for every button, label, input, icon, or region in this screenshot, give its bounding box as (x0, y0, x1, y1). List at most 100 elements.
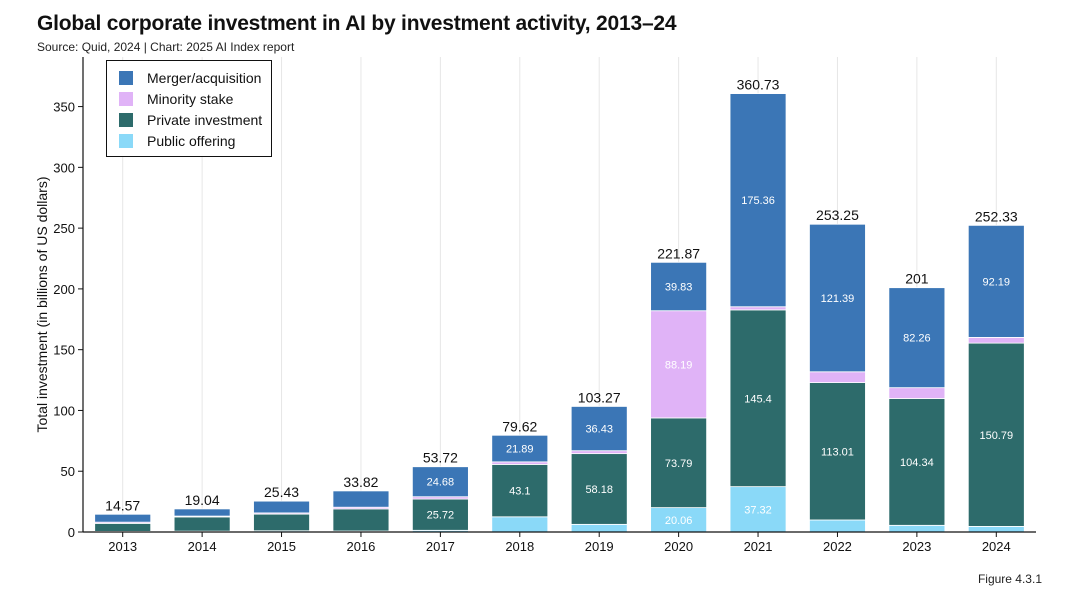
bar-segment (570, 450, 628, 455)
segment-label: 24.68 (427, 477, 455, 489)
total-label: 14.57 (105, 497, 140, 513)
bar-segment (888, 387, 946, 399)
bar-segment (94, 522, 152, 532)
segment-label: 88.19 (665, 359, 693, 371)
bar-segment (650, 507, 708, 533)
bar-segment (888, 524, 946, 533)
bar-segment (967, 342, 1025, 527)
bar-segment (888, 287, 946, 389)
x-tick-label: 2017 (426, 539, 455, 554)
y-tick-label: 350 (53, 100, 75, 115)
bar-segment (491, 516, 549, 533)
y-tick-label: 0 (68, 525, 75, 540)
total-label: 79.62 (502, 418, 537, 434)
total-label: 25.43 (264, 484, 299, 500)
segment-label: 39.83 (665, 282, 693, 294)
bar-segment (650, 261, 708, 312)
bar-segment (94, 513, 152, 523)
legend-item: Private investment (119, 109, 271, 130)
x-tick-label: 2022 (823, 539, 852, 554)
total-label: 19.04 (185, 492, 220, 508)
bar-segment (491, 464, 549, 518)
segment-label: 25.72 (427, 510, 455, 522)
x-tick-label: 2024 (982, 539, 1011, 554)
x-tick-label: 2020 (664, 539, 693, 554)
x-tick-label: 2015 (267, 539, 296, 554)
legend-label: Public offering (147, 132, 236, 149)
legend-item: Minority stake (119, 88, 271, 109)
bar-segment (967, 337, 1025, 344)
segment-label: 73.79 (665, 458, 693, 470)
segment-label: 36.43 (585, 424, 613, 436)
segment-label: 150.79 (979, 430, 1013, 442)
segment-label: 145.4 (744, 393, 772, 405)
bar-segment (491, 434, 549, 463)
bar-segment (729, 486, 787, 533)
total-label: 33.82 (343, 474, 378, 490)
segment-label: 104.34 (900, 457, 934, 469)
y-tick-label: 150 (53, 343, 75, 358)
y-tick-label: 250 (53, 221, 75, 236)
x-tick-label: 2023 (902, 539, 931, 554)
legend-label: Merger/acquisition (147, 69, 262, 86)
total-label: 201 (905, 271, 929, 287)
total-label: 360.73 (737, 77, 780, 93)
segment-label: 121.39 (821, 293, 855, 305)
segment-label: 58.18 (585, 484, 613, 496)
segment-label: 37.32 (744, 504, 772, 516)
y-tick-label: 200 (53, 282, 75, 297)
bar-segment (173, 508, 231, 517)
bar-segment (253, 513, 310, 532)
total-label: 221.87 (657, 245, 700, 261)
bar-segment (967, 224, 1025, 338)
legend-label: Private investment (147, 111, 263, 128)
segment-label: 82.26 (903, 333, 931, 345)
bar-segment (253, 500, 310, 514)
segment-label: 20.06 (665, 515, 693, 527)
segment-label: 43.1 (509, 486, 530, 498)
bar-segment (729, 93, 787, 308)
bar-segment (570, 523, 628, 533)
chart-source: Source: Quid, 2024 | Chart: 2025 AI Inde… (37, 40, 295, 54)
total-label: 103.27 (578, 389, 621, 405)
bar-segment (332, 490, 390, 508)
bar-segment (729, 306, 787, 311)
x-tick-label: 2013 (108, 539, 137, 554)
x-tick-label: 2018 (505, 539, 534, 554)
legend-item: Merger/acquisition (119, 67, 271, 88)
bar-segment (809, 223, 866, 373)
bar-segment (729, 309, 787, 488)
chart-title: Global corporate investment in AI by inv… (37, 12, 677, 35)
legend-swatch (119, 133, 133, 148)
bar-segment (809, 382, 866, 521)
bar-segment (173, 516, 231, 532)
y-axis-title: Total investment (in billions of US doll… (34, 177, 50, 433)
y-tick-label: 100 (53, 403, 75, 418)
total-label: 253.25 (816, 207, 859, 223)
bar-segment (650, 310, 708, 419)
legend-item: Public offering (119, 130, 271, 151)
chart-legend: Merger/acquisition Minority stake Private … (106, 60, 272, 157)
bar-segment (332, 508, 390, 532)
y-tick-label: 50 (61, 464, 75, 479)
legend-swatch (119, 70, 133, 85)
bar-segment (888, 398, 946, 526)
x-tick-label: 2021 (744, 539, 773, 554)
total-label: 252.33 (975, 208, 1018, 224)
legend-label: Minority stake (147, 90, 234, 107)
bar-segment (411, 466, 469, 498)
x-tick-label: 2014 (188, 539, 217, 554)
legend-swatch (119, 112, 133, 127)
x-tick-label: 2016 (346, 539, 375, 554)
bar-segment (809, 519, 866, 533)
figure-label: Figure 4.3.1 (977, 572, 1042, 586)
segment-label: 92.19 (983, 276, 1011, 288)
bar-segment (809, 371, 866, 384)
y-tick-label: 300 (53, 160, 75, 175)
segment-label: 175.36 (741, 195, 775, 207)
segment-label: 113.01 (821, 446, 854, 458)
legend-swatch (119, 91, 133, 106)
total-label: 53.72 (423, 450, 458, 466)
segment-label: 21.89 (506, 444, 534, 456)
